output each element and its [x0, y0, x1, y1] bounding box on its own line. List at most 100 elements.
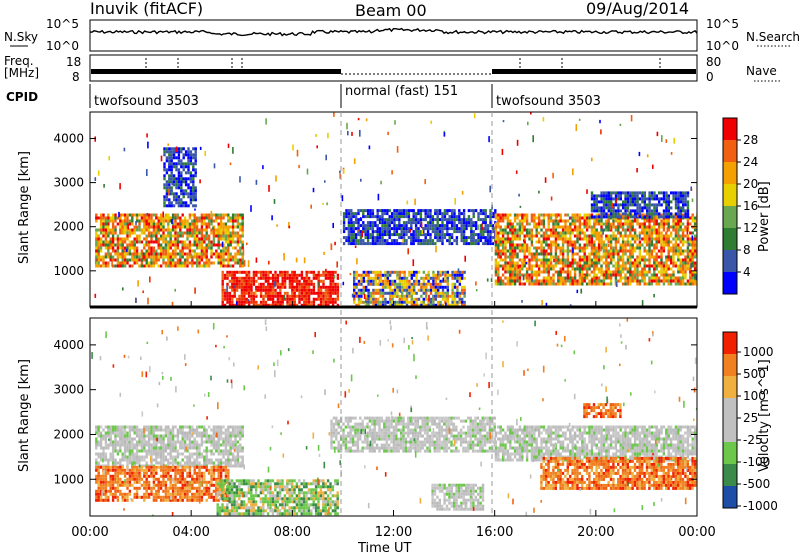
- cell-5: [686, 194, 690, 198]
- cell-4: [607, 270, 610, 274]
- cell-4: [624, 216, 627, 220]
- cell-4: [614, 270, 618, 274]
- cell-3: [458, 279, 461, 283]
- cell-4: [645, 243, 649, 247]
- cell-4: [617, 228, 620, 232]
- cell-4: [602, 255, 606, 259]
- cell-4: [653, 249, 656, 253]
- cell-4: [648, 261, 651, 265]
- cell-4: [660, 264, 663, 268]
- cell-4: [535, 252, 538, 256]
- cell-4: [569, 225, 572, 229]
- echo: [572, 168, 574, 176]
- cell-3: [413, 282, 416, 286]
- cell-4: [645, 249, 649, 253]
- cell-5: [636, 209, 639, 213]
- cell-4: [513, 249, 517, 253]
- cell-2: [374, 215, 377, 219]
- cell-4: [552, 219, 555, 223]
- cell-4: [509, 231, 512, 235]
- cell-4: [693, 267, 697, 271]
- cell-3: [384, 276, 387, 280]
- cell-5: [648, 206, 651, 210]
- cell-0: [97, 261, 100, 265]
- echo: [522, 275, 525, 281]
- cell-4: [689, 258, 692, 262]
- cell-1: [269, 288, 272, 292]
- cell-0: [121, 219, 124, 223]
- cell-0: [131, 455, 134, 459]
- cell-4: [588, 252, 591, 256]
- cell-4: [653, 216, 656, 220]
- cell-4: [528, 282, 531, 286]
- cell-5: [653, 206, 656, 210]
- cell-6: [172, 165, 176, 169]
- cell-4: [559, 213, 562, 217]
- cell-2: [438, 212, 442, 216]
- cell-5: [610, 200, 613, 204]
- cell-5: [674, 212, 678, 216]
- cell-1: [283, 282, 287, 286]
- cell-4: [547, 246, 550, 250]
- cell-6: [165, 171, 169, 175]
- cell-4: [569, 231, 572, 235]
- cell-4: [686, 252, 690, 256]
- cell-4: [552, 228, 555, 232]
- cell-4: [684, 264, 687, 268]
- cell-4: [535, 240, 538, 244]
- cell-5: [665, 200, 668, 204]
- cell-4: [504, 225, 507, 229]
- cell-0: [224, 246, 228, 250]
- cell-1: [271, 303, 275, 307]
- cell-0: [157, 264, 160, 268]
- cell-2: [419, 239, 423, 243]
- cell-4: [576, 219, 579, 223]
- cell-4: [638, 231, 642, 235]
- cell-0: [104, 452, 108, 456]
- cell-0: [131, 425, 134, 429]
- cell-4: [590, 240, 594, 244]
- cell-4: [494, 282, 498, 286]
- cell-4: [607, 213, 610, 217]
- cell-4: [600, 243, 603, 247]
- cell-1: [228, 279, 232, 283]
- cell-0: [143, 231, 146, 235]
- echo: [572, 247, 574, 254]
- cell-6: [182, 147, 185, 151]
- cell-4: [509, 228, 512, 232]
- echo: [428, 294, 430, 302]
- cell-0: [229, 252, 232, 256]
- cell-2: [405, 242, 408, 246]
- cell-1: [243, 285, 246, 289]
- cell-2: [407, 227, 411, 231]
- cell-2: [359, 209, 363, 213]
- echo: [691, 198, 694, 203]
- cell-2: [352, 236, 355, 240]
- cell-0: [155, 222, 158, 226]
- cell-6: [192, 153, 195, 157]
- cell-2: [386, 242, 389, 246]
- cell-2: [462, 218, 466, 222]
- cell-0: [210, 249, 213, 253]
- cell-4: [525, 219, 529, 223]
- cell-3: [396, 276, 399, 280]
- cell-4: [540, 264, 543, 268]
- echo: [615, 281, 618, 287]
- cell-3: [456, 276, 459, 280]
- cell-4: [669, 246, 673, 250]
- cell-4: [542, 225, 546, 229]
- cell-3: [410, 285, 413, 289]
- cell-4: [530, 267, 534, 271]
- cell-6: [189, 174, 193, 178]
- cell-1: [276, 300, 280, 304]
- cell-3: [393, 291, 397, 295]
- echo: [351, 293, 354, 298]
- cell-5: [650, 194, 654, 198]
- cell-3: [386, 300, 389, 304]
- cell-0: [111, 455, 115, 459]
- cell-6: [170, 156, 173, 160]
- cell-4: [552, 231, 555, 235]
- echo: [545, 302, 548, 306]
- cell-0: [99, 452, 103, 456]
- cell-4: [607, 261, 610, 265]
